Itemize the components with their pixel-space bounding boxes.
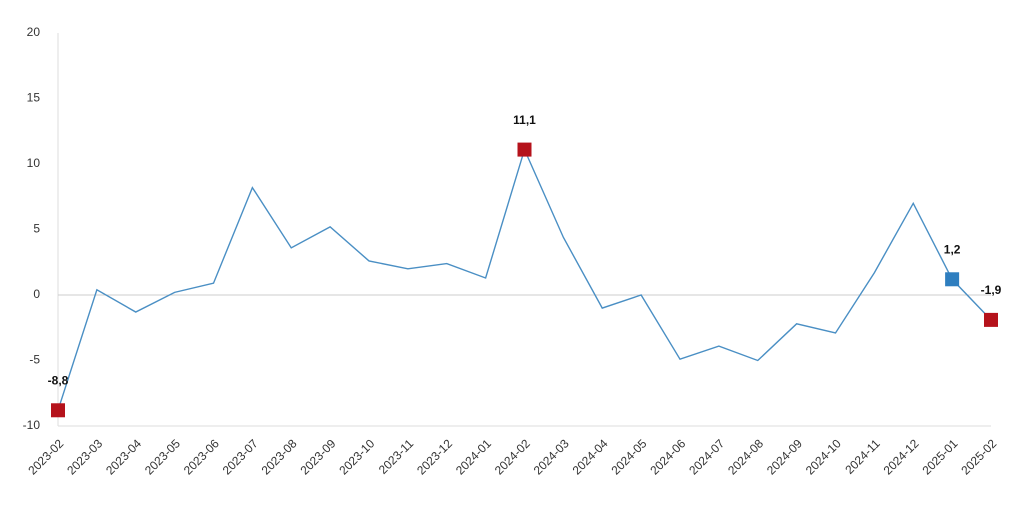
y-tick-label: -5 [29, 353, 40, 367]
x-tick-label: 2024-08 [725, 436, 766, 477]
x-tick-label: 2024-12 [881, 436, 922, 477]
x-tick-label: 2023-11 [376, 436, 417, 477]
y-tick-label: -10 [23, 418, 41, 432]
highlight-marker [517, 142, 532, 157]
x-tick-label: 2023-10 [336, 436, 377, 477]
x-tick-label: 2023-08 [259, 436, 300, 477]
y-tick-label: 0 [33, 287, 40, 301]
x-tick-label: 2024-10 [803, 436, 844, 477]
x-tick-label: 2023-06 [181, 436, 222, 477]
x-tick-label: 2023-04 [103, 436, 144, 477]
x-tick-label: 2025-01 [919, 436, 960, 477]
value-label: -1,9 [981, 283, 1002, 297]
x-tick-label: 2024-05 [608, 436, 649, 477]
x-tick-label: 2024-04 [570, 436, 611, 477]
x-tick-label: 2024-11 [842, 436, 883, 477]
x-tick-label: 2024-03 [531, 436, 572, 477]
x-tick-label: 2024-07 [686, 436, 727, 477]
x-tick-label: 2024-01 [453, 436, 494, 477]
x-tick-label: 2025-02 [958, 436, 999, 477]
data-line [57, 147, 992, 411]
value-label: 11,1 [513, 113, 536, 127]
highlight-marker [51, 403, 65, 418]
y-tick-label: 10 [27, 156, 41, 170]
value-label: 1,2 [944, 242, 961, 256]
x-tick-label: 2024-06 [647, 436, 688, 477]
highlight-marker [945, 272, 960, 287]
x-tick-label: 2023-07 [220, 436, 261, 477]
highlight-marker [984, 312, 998, 327]
value-label: -8,8 [48, 373, 69, 387]
y-tick-label: 15 [27, 91, 41, 105]
y-tick-label: 20 [27, 25, 41, 39]
x-tick-label: 2024-09 [764, 436, 805, 477]
x-tick-label: 2024-02 [492, 436, 533, 477]
x-tick-label: 2023-02 [25, 436, 66, 477]
x-tick-label: 2023-05 [142, 436, 183, 477]
x-tick-label: 2023-03 [64, 436, 105, 477]
y-tick-label: 5 [33, 222, 40, 236]
x-tick-label: 2023-09 [297, 436, 338, 477]
x-tick-label: 2023-12 [414, 436, 455, 477]
